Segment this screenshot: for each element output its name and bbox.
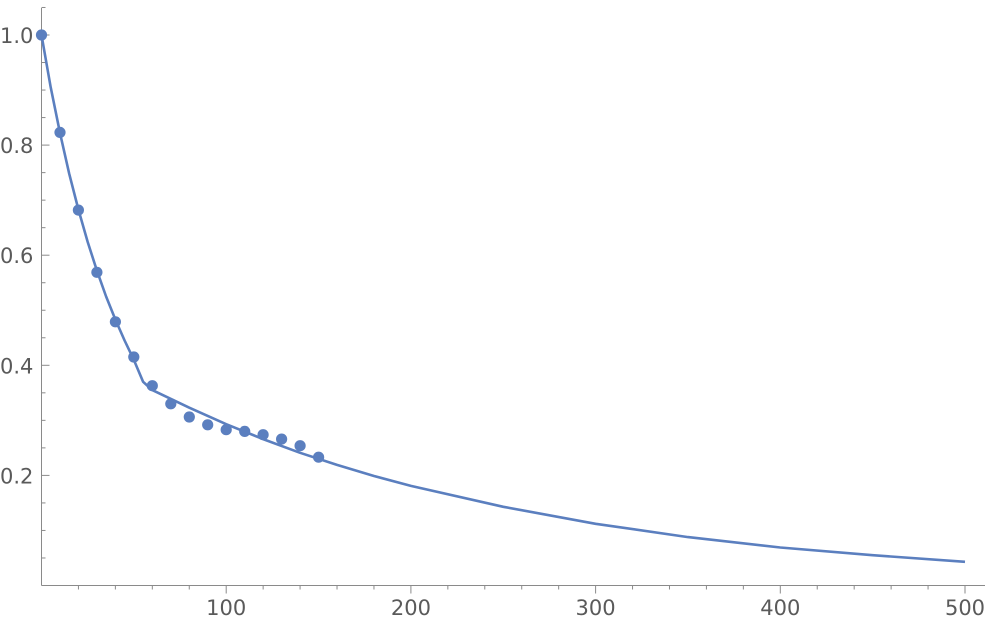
- x-tick-label: 200: [391, 596, 431, 620]
- y-tick-label: 0.4: [0, 354, 33, 378]
- data-point: [257, 429, 269, 441]
- y-tick-label: 0.2: [0, 464, 33, 488]
- y-ticks: 0.2 0.4 0.6 0.8 1.0: [0, 6, 50, 559]
- data-point: [109, 316, 121, 328]
- data-point: [294, 440, 306, 452]
- data-point: [313, 451, 325, 463]
- x-tick-label: 500: [945, 596, 985, 620]
- x-ticks: 100 200 300 400 500: [77, 585, 985, 620]
- data-point: [35, 29, 48, 41]
- data-point: [128, 351, 140, 363]
- data-point: [91, 266, 103, 278]
- data-point: [54, 126, 66, 138]
- data-point: [183, 411, 195, 423]
- x-tick-label: 400: [760, 596, 800, 620]
- fit-curve: [40, 34, 966, 564]
- data-point: [276, 433, 288, 445]
- y-tick-label: 0.8: [0, 134, 33, 158]
- data-point: [146, 380, 158, 392]
- data-point: [220, 424, 232, 436]
- data-point: [165, 398, 177, 410]
- x-tick-label: 100: [206, 596, 246, 620]
- data-points: [35, 29, 325, 463]
- axes: 100 200 300 400 500 0.2 0.4 0.6 0.8 1.0: [0, 6, 985, 620]
- data-point: [202, 419, 214, 431]
- y-tick-label: 1.0: [0, 24, 33, 48]
- y-tick-label: 0.6: [0, 244, 33, 268]
- data-point: [72, 204, 84, 216]
- x-tick-label: 300: [576, 596, 616, 620]
- data-point: [239, 425, 251, 437]
